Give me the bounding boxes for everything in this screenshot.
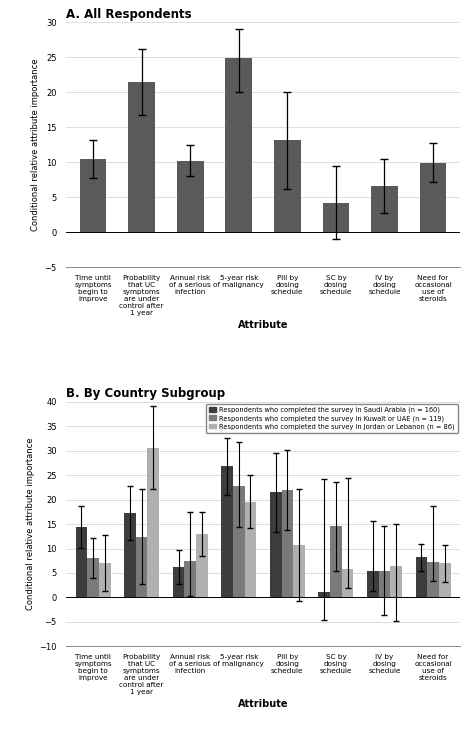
Legend: Respondents who completed the survey in Saudi Arabia (n = 160), Respondents who : Respondents who completed the survey in … <box>206 403 458 433</box>
Bar <box>319 591 330 597</box>
Bar <box>371 186 398 232</box>
Bar <box>136 536 147 597</box>
Text: A. All Respondents: A. All Respondents <box>66 8 192 21</box>
X-axis label: Attribute: Attribute <box>238 319 288 330</box>
Bar <box>330 527 342 597</box>
Bar <box>99 563 110 597</box>
Bar <box>390 565 402 597</box>
Bar <box>196 533 208 597</box>
Bar <box>427 562 439 597</box>
Bar <box>419 163 447 232</box>
Bar <box>367 571 379 597</box>
Bar <box>293 545 305 597</box>
Y-axis label: Conditional relative attribute importance: Conditional relative attribute importanc… <box>31 59 40 231</box>
X-axis label: Attribute: Attribute <box>238 699 288 710</box>
Bar <box>177 160 203 232</box>
Bar <box>128 82 155 232</box>
Bar <box>233 486 245 597</box>
Bar <box>184 561 196 597</box>
Bar <box>80 159 107 232</box>
Bar <box>416 557 427 597</box>
Bar <box>245 502 256 597</box>
Bar <box>226 58 252 232</box>
Text: B. By Country Subgroup: B. By Country Subgroup <box>66 388 226 400</box>
Bar <box>75 527 87 597</box>
Bar <box>274 140 301 232</box>
Bar <box>282 490 293 597</box>
Bar <box>87 558 99 597</box>
Bar <box>270 492 282 597</box>
Bar <box>379 571 390 597</box>
Bar <box>124 513 136 597</box>
Bar <box>147 448 159 597</box>
Bar <box>342 569 354 597</box>
Y-axis label: Conditional relative attribute importance: Conditional relative attribute importanc… <box>26 438 35 610</box>
Bar <box>173 567 184 597</box>
Bar <box>439 563 451 597</box>
Bar <box>221 467 233 597</box>
Bar <box>323 203 349 232</box>
